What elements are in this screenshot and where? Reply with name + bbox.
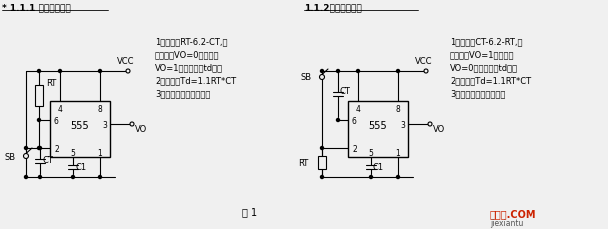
Circle shape: [38, 176, 41, 179]
Text: 4: 4: [58, 105, 63, 114]
Text: 3）用途：定时，延时。: 3）用途：定时，延时。: [155, 89, 210, 98]
Bar: [35, 85, 43, 107]
Text: 555: 555: [368, 120, 387, 131]
Text: 1: 1: [98, 148, 102, 157]
Text: 工启动，VO=1，稳态；: 工启动，VO=1，稳态；: [450, 50, 514, 59]
Circle shape: [38, 70, 41, 73]
Circle shape: [424, 70, 428, 74]
Text: 6: 6: [351, 116, 356, 125]
Text: 6: 6: [54, 116, 58, 125]
Text: VCC: VCC: [415, 57, 433, 66]
Circle shape: [396, 176, 399, 179]
Text: 3: 3: [103, 120, 108, 129]
Text: 8: 8: [98, 105, 102, 114]
Text: 1: 1: [396, 148, 401, 157]
Circle shape: [356, 70, 359, 73]
Bar: [50, 101, 110, 157]
Text: 3: 3: [401, 120, 406, 129]
Circle shape: [336, 119, 339, 122]
Text: 3）用途：定时，延时。: 3）用途：定时，延时。: [450, 89, 505, 98]
Circle shape: [72, 176, 75, 179]
Circle shape: [24, 147, 27, 150]
Text: 2: 2: [55, 144, 60, 153]
Text: VO: VO: [433, 125, 445, 134]
Text: 1）特点：RT-6.2-CT,人: 1）特点：RT-6.2-CT,人: [155, 37, 227, 46]
Text: RT: RT: [298, 158, 308, 167]
Bar: [348, 101, 408, 157]
Circle shape: [336, 70, 339, 73]
Circle shape: [320, 147, 323, 150]
Text: 4: 4: [356, 105, 361, 114]
Text: 工启动，VO=0，稳态；: 工启动，VO=0，稳态；: [155, 50, 219, 59]
Circle shape: [38, 147, 41, 150]
Circle shape: [98, 176, 102, 179]
Text: 2）公式：Td=1.1RT*CT: 2）公式：Td=1.1RT*CT: [450, 76, 531, 85]
Text: 8: 8: [396, 105, 401, 114]
Circle shape: [370, 176, 373, 179]
Circle shape: [24, 154, 29, 159]
Circle shape: [38, 147, 41, 150]
Text: 2）公式：Td=1.1RT*CT: 2）公式：Td=1.1RT*CT: [155, 76, 236, 85]
Text: 5: 5: [71, 148, 75, 157]
Circle shape: [58, 70, 61, 73]
Text: 1.1.2人工启动单稳: 1.1.2人工启动单稳: [304, 3, 362, 12]
Circle shape: [98, 70, 102, 73]
Text: jiexiantu: jiexiantu: [490, 218, 523, 227]
Text: CT: CT: [340, 87, 351, 95]
Text: VO=1，暂稳态（td）。: VO=1，暂稳态（td）。: [155, 63, 223, 72]
Text: * 1.1.1 人工启动单稳: * 1.1.1 人工启动单稳: [2, 3, 71, 12]
Text: C1: C1: [75, 163, 86, 172]
Text: VCC: VCC: [117, 57, 135, 66]
Circle shape: [319, 75, 325, 80]
Text: C1: C1: [373, 163, 384, 172]
Text: CT: CT: [42, 155, 53, 164]
Bar: [318, 156, 326, 169]
Text: 接线图.COM: 接线图.COM: [490, 208, 536, 218]
Circle shape: [38, 119, 41, 122]
Text: SB: SB: [301, 73, 312, 82]
Circle shape: [126, 70, 130, 74]
Circle shape: [320, 176, 323, 179]
Circle shape: [396, 70, 399, 73]
Circle shape: [24, 176, 27, 179]
Circle shape: [130, 123, 134, 126]
Text: SB: SB: [5, 152, 16, 161]
Circle shape: [320, 70, 323, 73]
Text: 555: 555: [71, 120, 89, 131]
Text: RT: RT: [46, 79, 57, 88]
Text: 5: 5: [368, 148, 373, 157]
Text: VO: VO: [135, 125, 147, 134]
Text: 图 1: 图 1: [243, 206, 258, 216]
Text: 1）特点：CT-6.2-RT,人: 1）特点：CT-6.2-RT,人: [450, 37, 522, 46]
Text: VO=0，暂稳态（td）。: VO=0，暂稳态（td）。: [450, 63, 518, 72]
Text: 2: 2: [353, 144, 358, 153]
Circle shape: [428, 123, 432, 126]
